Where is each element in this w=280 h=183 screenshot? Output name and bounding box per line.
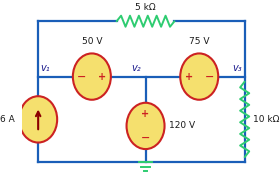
Circle shape (73, 53, 111, 100)
Text: v₂: v₂ (132, 63, 141, 73)
Text: 120 V: 120 V (169, 122, 195, 130)
Text: +: + (98, 72, 106, 82)
Text: +: + (185, 72, 193, 82)
Text: −: − (77, 72, 87, 82)
Text: 5 kΩ: 5 kΩ (135, 3, 156, 12)
Circle shape (127, 103, 165, 149)
Text: −: − (141, 133, 150, 143)
Text: 6 A: 6 A (0, 115, 15, 124)
Text: v₁: v₁ (41, 63, 50, 73)
Text: 50 V: 50 V (81, 37, 102, 46)
Circle shape (19, 96, 57, 143)
Text: 10 kΩ: 10 kΩ (253, 115, 279, 124)
Circle shape (180, 53, 218, 100)
Text: +: + (141, 109, 150, 119)
Text: 75 V: 75 V (189, 37, 209, 46)
Text: v₃: v₃ (233, 63, 242, 73)
Text: −: − (204, 72, 214, 82)
